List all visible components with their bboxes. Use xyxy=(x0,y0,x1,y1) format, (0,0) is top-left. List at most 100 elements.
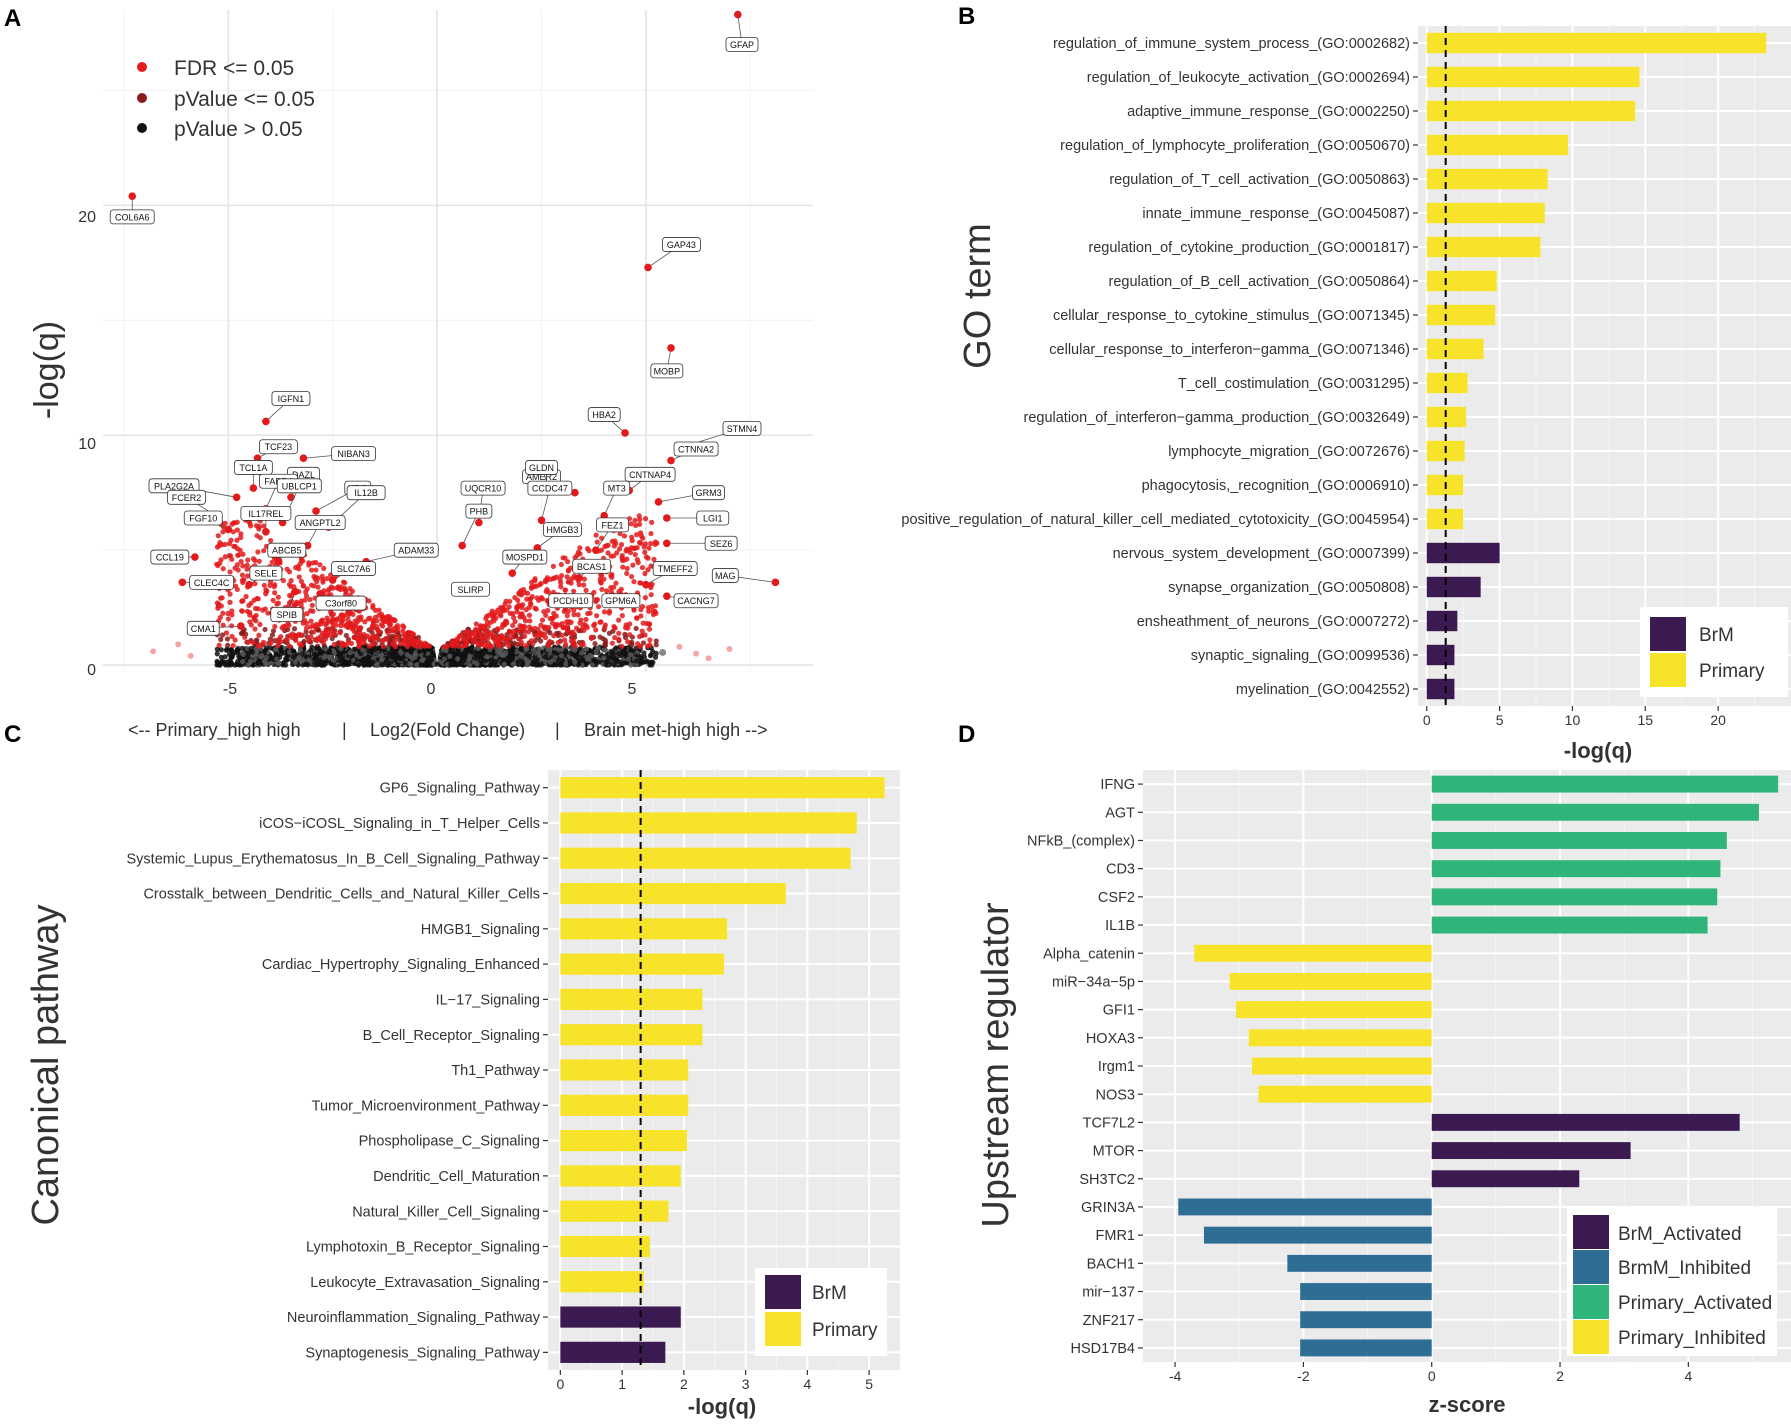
bar-grin3a xyxy=(1178,1198,1432,1216)
label-text-fez1: FEZ1 xyxy=(602,520,624,530)
gene-point xyxy=(247,612,253,618)
point-hdc xyxy=(312,507,320,515)
gene-point xyxy=(526,653,532,659)
gene-point xyxy=(261,523,267,529)
gene-point xyxy=(536,653,543,659)
gene-point xyxy=(412,654,418,660)
gene-point xyxy=(642,516,649,522)
panel-a-x-title-center: Log2(Fold Change) xyxy=(370,720,525,740)
point-sele xyxy=(245,580,253,589)
gene-point xyxy=(512,594,518,601)
gene-point xyxy=(619,613,625,619)
category-label-mir-34a-5p: miR−34a−5p xyxy=(1052,975,1135,991)
gene-point xyxy=(634,532,640,538)
gene-point xyxy=(398,656,404,662)
gene-point xyxy=(565,628,571,634)
gene-point xyxy=(564,613,570,619)
gene-point xyxy=(586,548,592,554)
bar-irgm1 xyxy=(1252,1057,1432,1075)
category-label-alpha-catenin: Alpha_catenin xyxy=(1043,946,1135,962)
label-text-uqcr10: UQCR10 xyxy=(465,484,502,494)
bar-tumor-microenvironment-pathway xyxy=(560,1094,689,1116)
gene-point xyxy=(628,662,634,668)
gene-point xyxy=(376,645,382,651)
panel-c-xticks: 0 1 2 3 4 5 xyxy=(556,1370,873,1392)
gene-point xyxy=(307,596,313,603)
gene-point xyxy=(245,557,251,563)
gene-point xyxy=(343,632,349,639)
panel-b-legend-primary-swatch xyxy=(1650,653,1686,687)
bar-cd3 xyxy=(1431,860,1721,878)
gene-point xyxy=(640,659,646,665)
gene-point xyxy=(645,555,651,561)
gene-point xyxy=(485,623,491,629)
gene-point xyxy=(636,539,643,546)
gene-point xyxy=(646,608,652,614)
bar-innate-immune-response-go-0045087 xyxy=(1426,202,1545,224)
panel-b-xticks: 0 5 10 15 20 xyxy=(1423,706,1726,728)
gene-point xyxy=(631,579,637,585)
gene-point xyxy=(612,625,618,631)
label-text-tcf23: TCF23 xyxy=(265,442,293,452)
panel-a-ytick-0: 0 xyxy=(87,662,96,679)
gene-point xyxy=(244,562,250,568)
gene-point xyxy=(637,633,643,640)
panel-b-legend-brm-label: BrM xyxy=(1699,625,1734,646)
category-label-cd3: CD3 xyxy=(1106,862,1135,878)
point-abcb5 xyxy=(274,557,283,566)
gene-point xyxy=(268,640,274,646)
label-text-tcl1a: TCL1A xyxy=(239,463,267,473)
panel-d-regulators: IFNG AGT NFkB_(complex) CD3 CSF2 IL1B Alpha_ca… xyxy=(975,770,1791,1417)
gene-point xyxy=(352,621,358,628)
gene-point xyxy=(518,639,525,646)
point-tcl1a xyxy=(249,484,258,492)
gene-point xyxy=(526,612,533,618)
label-text-gfap: GFAP xyxy=(730,40,754,50)
category-label-cardiac-hypertrophy-signaling-enhanced: Cardiac_Hypertrophy_Signaling_Enhanced xyxy=(262,957,540,973)
gene-point xyxy=(569,632,575,638)
category-label-cellular-response-to-interferon-gamma-go-0071346: cellular_response_to_interferon−gamma_(G… xyxy=(1049,342,1410,358)
gene-point xyxy=(247,523,254,529)
gene-point xyxy=(595,604,602,610)
gene-point xyxy=(234,661,240,667)
gene-point xyxy=(638,613,644,619)
gene-point xyxy=(600,636,606,642)
gene-point xyxy=(366,648,372,654)
gene-point xyxy=(618,542,625,548)
gene-point xyxy=(509,656,515,663)
gene-point xyxy=(468,631,474,637)
gene-point xyxy=(649,603,655,609)
point-sez6 xyxy=(663,539,671,548)
gene-point xyxy=(639,628,645,634)
gene-point xyxy=(648,563,654,569)
category-label-regulation-of-b-cell-activation-go-0050864: regulation_of_B_cell_activation_(GO:0050… xyxy=(1109,274,1410,290)
gene-point xyxy=(489,660,495,666)
category-label-th1-pathway: Th1_Pathway xyxy=(451,1063,540,1079)
gene-point xyxy=(623,548,629,554)
gene-point xyxy=(484,654,491,660)
gene-point xyxy=(653,650,659,656)
gene-point xyxy=(627,652,633,658)
gene-point xyxy=(333,622,339,628)
gene-point xyxy=(348,640,355,647)
gene-point xyxy=(269,559,275,565)
gene-point xyxy=(585,610,591,617)
gene-point xyxy=(324,575,330,582)
panel-b-go-terms: regulation_of_immune_system_process_(GO:… xyxy=(901,26,1791,763)
label-text-phb: PHB xyxy=(470,507,489,517)
gene-point xyxy=(248,658,254,664)
gene-point xyxy=(360,657,366,664)
gene-point xyxy=(319,659,325,665)
gene-point xyxy=(605,550,611,556)
gene-point xyxy=(563,661,569,667)
gene-point xyxy=(558,561,564,568)
gene-point xyxy=(632,522,639,529)
gene-point xyxy=(296,641,303,647)
legend-pvalue-ns-swatch xyxy=(137,123,147,133)
label-text-slc7a6: SLC7A6 xyxy=(337,564,371,574)
panel-c-legend: BrM Primary xyxy=(755,1268,887,1356)
gene-point xyxy=(263,654,270,661)
gene-point xyxy=(641,544,647,550)
category-label-agt: AGT xyxy=(1105,805,1135,821)
point-gap43 xyxy=(644,263,652,272)
